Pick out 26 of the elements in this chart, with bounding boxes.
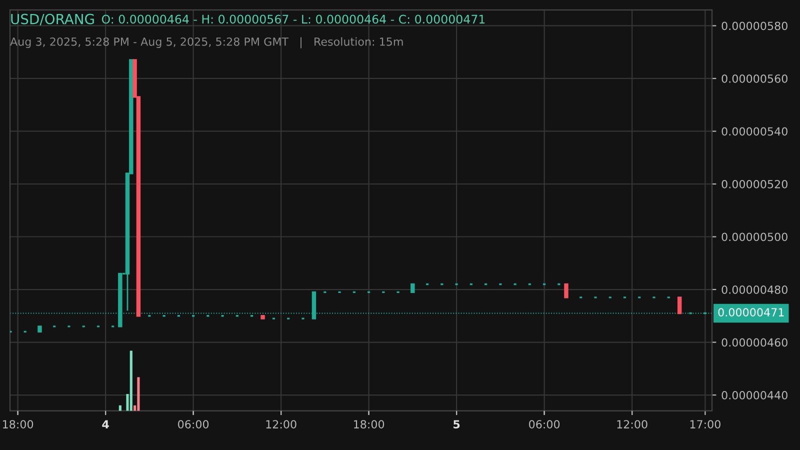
- bar: [118, 405, 122, 411]
- ref-line-label: 0.00000471: [718, 308, 784, 316]
- bar: [137, 377, 140, 411]
- x-tick-label: 18:00: [354, 420, 384, 428]
- x-tick-label: 12:00: [266, 420, 296, 428]
- bar: [130, 350, 132, 411]
- x-tick-label: 12:00: [617, 420, 648, 428]
- y-tick-label: 0.00000440: [722, 391, 788, 400]
- candlestick: [677, 296, 682, 314]
- y-tick-label: 0.00000480: [722, 285, 788, 294]
- x-tick-label: 18:00: [3, 420, 34, 428]
- y-tick-label: 0.00000500: [722, 232, 788, 242]
- x-tick-label: 5: [454, 420, 460, 428]
- x-tick-label: 17:00: [690, 420, 720, 428]
- y-tick-label: 0.00000560: [722, 74, 788, 83]
- x-tick-label: 06:00: [529, 420, 560, 428]
- y-tick-label: 0.00000580: [722, 22, 788, 30]
- y-tick-label: 0.00000460: [722, 338, 788, 347]
- x-tick-label: 06:00: [178, 420, 209, 428]
- chart-subtitle: O: 0.00000464 - H: 0.00000567 - L: 0.00000464 - C: 0.00000471: [102, 14, 485, 24]
- annotation: Aug 3, 2025, 5:28 PM - Aug 5, 2025, 5:28 PM GMT | Resolution: 15m: [10, 37, 403, 48]
- y-tick-label: 0.00000520: [722, 180, 788, 188]
- x-tick-label: 4: [102, 420, 109, 428]
- y-tick-label: 0.00000540: [722, 127, 788, 136]
- chart-title: USD/ORANG: [11, 14, 94, 26]
- candlestick: [564, 283, 568, 298]
